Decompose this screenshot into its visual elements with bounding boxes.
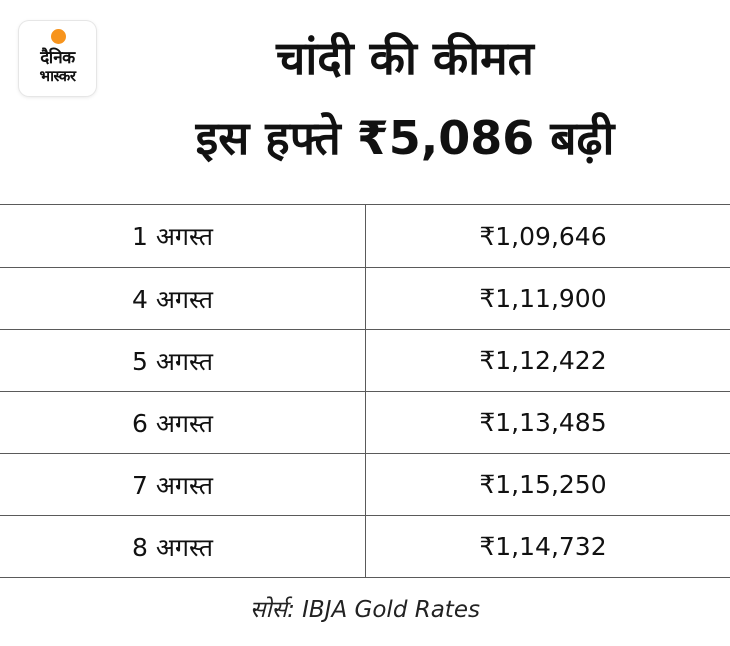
table-row: 4 अगस्त ₹1,11,900 bbox=[0, 267, 730, 329]
price-cell: ₹1,12,422 bbox=[479, 346, 607, 375]
logo-text-line2: भास्कर bbox=[39, 67, 76, 85]
table-row: 7 अगस्त ₹1,15,250 bbox=[0, 453, 730, 515]
page-title: चांदी की कीमत इस हफ्ते ₹5,086 बढ़ी bbox=[100, 18, 710, 178]
price-cell: ₹1,15,250 bbox=[479, 470, 607, 499]
silver-price-table: 1 अगस्त ₹1,09,646 4 अगस्त ₹1,11,900 5 अग… bbox=[0, 204, 730, 578]
price-cell: ₹1,09,646 bbox=[479, 221, 607, 251]
price-cell: ₹1,11,900 bbox=[479, 284, 607, 313]
title-line1: चांदी की कीमत bbox=[276, 31, 534, 85]
date-cell: 5 अगस्त bbox=[0, 330, 366, 391]
price-cell: ₹1,14,732 bbox=[479, 532, 607, 561]
brand-logo: दैनिक भास्कर bbox=[19, 21, 96, 96]
date-cell: 1 अगस्त bbox=[0, 205, 366, 267]
title-line2: इस हफ्ते ₹5,086 बढ़ी bbox=[195, 111, 615, 165]
logo-text-line1: दैनिक bbox=[40, 48, 75, 68]
date-cell: 8 अगस्त bbox=[0, 516, 366, 577]
date-cell: 7 अगस्त bbox=[0, 454, 366, 515]
sun-icon bbox=[51, 29, 66, 44]
price-cell: ₹1,13,485 bbox=[479, 408, 607, 437]
table-row: 8 अगस्त ₹1,14,732 bbox=[0, 515, 730, 577]
table-row: 5 अगस्त ₹1,12,422 bbox=[0, 329, 730, 391]
source-note: सोर्स: IBJA Gold Rates bbox=[250, 597, 480, 623]
date-cell: 4 अगस्त bbox=[0, 268, 366, 329]
table-row: 1 अगस्त ₹1,09,646 bbox=[0, 205, 730, 267]
date-cell: 6 अगस्त bbox=[0, 392, 366, 453]
table-row: 6 अगस्त ₹1,13,485 bbox=[0, 391, 730, 453]
